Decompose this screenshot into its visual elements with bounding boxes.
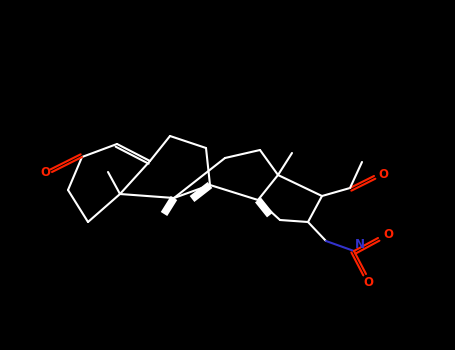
Text: O: O — [383, 229, 393, 241]
Text: N: N — [355, 238, 365, 252]
Text: O: O — [363, 276, 373, 289]
Text: O: O — [378, 168, 388, 181]
Text: O: O — [40, 166, 50, 178]
